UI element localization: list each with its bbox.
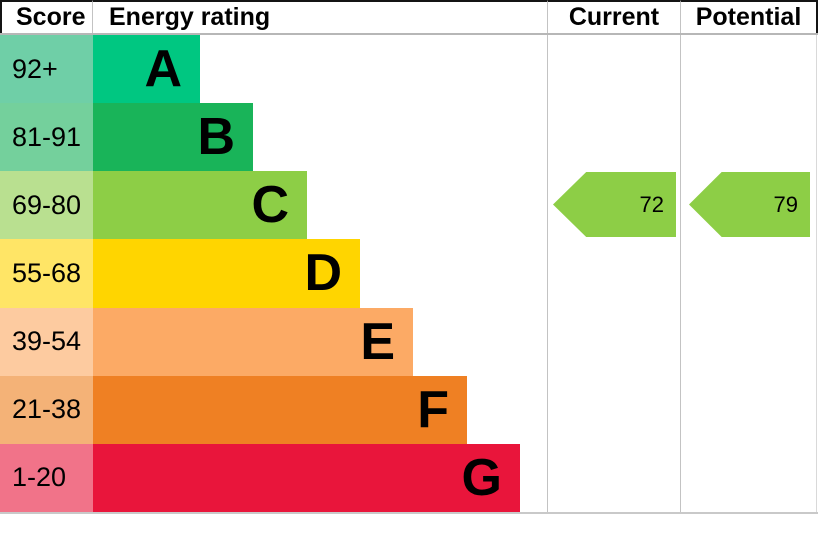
band-row-a: 92+ A (0, 35, 818, 104)
current-rating-value: 72 (639, 191, 664, 217)
band-letter: F (417, 380, 449, 439)
score-column-header: Score (0, 0, 93, 33)
score-range-label: 21-38 (12, 394, 82, 425)
score-header-label: Score (16, 3, 86, 31)
current-column-divider (547, 35, 548, 512)
score-range-label: 1-20 (12, 462, 67, 493)
chart-bottom-divider (0, 512, 818, 514)
score-range-cell: 21-38 (0, 375, 93, 444)
score-range-cell: 92+ (0, 35, 93, 104)
band-bar-g: G (93, 443, 520, 512)
band-row-d: 55-68 D (0, 239, 818, 308)
score-range-label: 92+ (12, 53, 58, 84)
potential-header-label: Potential (695, 3, 802, 31)
band-bar-a: A (93, 35, 200, 104)
band-row-g: 1-20 G (0, 443, 818, 512)
score-range-label: 55-68 (12, 257, 82, 288)
band-letter: D (304, 244, 342, 303)
score-range-label: 69-80 (12, 189, 82, 220)
header-divider (0, 33, 818, 35)
band-bar-b: B (93, 103, 253, 172)
score-range-label: 39-54 (12, 326, 82, 357)
score-range-cell: 39-54 (0, 307, 93, 376)
potential-rating-arrow: 79 (689, 172, 810, 237)
band-row-b: 81-91 B (0, 103, 818, 172)
band-letter: C (251, 176, 289, 235)
band-bar-d: D (93, 239, 360, 308)
score-range-cell: 81-91 (0, 103, 93, 172)
energy-rating-header-label: Energy rating (109, 3, 271, 31)
current-column-header: Current (547, 0, 680, 33)
band-letter: G (461, 448, 502, 507)
score-range-label: 81-91 (12, 121, 82, 152)
band-bar-e: E (93, 307, 413, 376)
score-range-cell: 1-20 (0, 443, 93, 512)
potential-column-divider (680, 35, 681, 512)
score-range-cell: 55-68 (0, 239, 93, 308)
band-letter: A (144, 40, 182, 99)
potential-rating-value: 79 (773, 191, 798, 217)
band-rows: 92+ A 81-91 B 69-80 C 55-68 D 39-54 E 21… (0, 35, 818, 512)
band-bar-c: C (93, 171, 307, 240)
band-bar-f: F (93, 375, 467, 444)
band-letter: B (197, 108, 235, 167)
potential-column-header: Potential (680, 0, 818, 33)
right-edge-divider (816, 35, 817, 512)
current-header-label: Current (568, 3, 660, 31)
band-row-e: 39-54 E (0, 307, 818, 376)
score-range-cell: 69-80 (0, 171, 93, 240)
band-row-f: 21-38 F (0, 375, 818, 444)
band-letter: E (360, 312, 395, 371)
energy-rating-column-header: Energy rating (93, 0, 547, 33)
band-row-c: 69-80 C (0, 171, 818, 240)
